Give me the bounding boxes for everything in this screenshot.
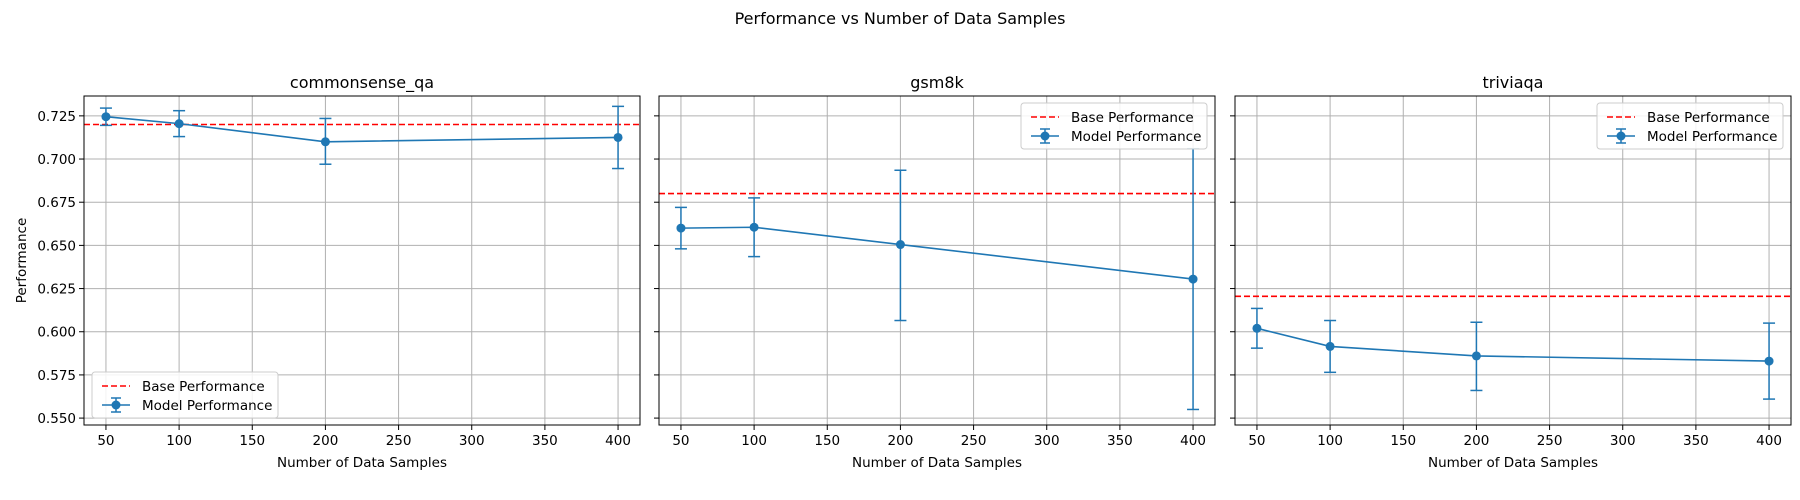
data-point xyxy=(749,222,759,232)
x-tick-label: 250 xyxy=(386,433,412,449)
legend-base-label: Base Performance xyxy=(1071,110,1194,126)
y-tick-label: 0.650 xyxy=(37,238,76,254)
x-tick-label: 400 xyxy=(605,433,631,449)
y-tick-label: 0.700 xyxy=(37,152,76,168)
y-tick-label: 0.625 xyxy=(37,282,76,298)
legend: Base Performance Model Performance xyxy=(1596,102,1784,150)
x-tick-label: 50 xyxy=(97,433,114,449)
data-point xyxy=(1471,351,1481,361)
panel-title: gsm8k xyxy=(910,73,964,92)
y-tick-label: 0.550 xyxy=(37,411,76,427)
x-tick-label: 250 xyxy=(1537,433,1563,449)
data-point xyxy=(174,119,184,129)
legend-model-marker xyxy=(111,400,121,410)
data-point xyxy=(895,240,905,250)
legend-model-marker xyxy=(1040,131,1050,141)
x-tick-label: 400 xyxy=(1180,433,1206,449)
legend-box xyxy=(1596,102,1784,150)
series-line xyxy=(680,226,1194,280)
y-tick-label: 0.600 xyxy=(37,325,76,341)
legend-box xyxy=(1020,102,1208,150)
x-tick-label: 300 xyxy=(1610,433,1636,449)
data-point xyxy=(1252,323,1262,333)
x-axis-label: Number of Data Samples xyxy=(277,455,447,471)
x-tick-label: 100 xyxy=(1317,433,1343,449)
y-tick-label: 0.575 xyxy=(37,368,76,384)
data-point xyxy=(320,137,330,147)
x-tick-label: 50 xyxy=(1248,433,1265,449)
x-axis-label: Number of Data Samples xyxy=(1428,455,1598,471)
x-tick-label: 150 xyxy=(239,433,265,449)
series-model-performance xyxy=(99,105,625,170)
legend: Base Performance Model Performance xyxy=(1020,102,1208,150)
grid xyxy=(659,96,1215,425)
figure-title: Performance vs Number of Data Samples xyxy=(735,9,1066,28)
axes-frame xyxy=(1234,95,1792,426)
legend-model-label: Model Performance xyxy=(142,398,272,414)
legend-model-label: Model Performance xyxy=(1647,129,1777,145)
x-tick-label: 350 xyxy=(532,433,558,449)
x-tick-label: 200 xyxy=(313,433,339,449)
x-tick-label: 100 xyxy=(741,433,767,449)
x-tick-label: 300 xyxy=(459,433,485,449)
series-model-performance xyxy=(1250,307,1776,400)
legend-base-label: Base Performance xyxy=(1647,110,1770,126)
panel-triviaqa: triviaqa 50 100 150 200 250 300 350 400 Number of… xyxy=(1230,73,1792,471)
y-tick-label: 0.725 xyxy=(37,109,76,125)
x-tick-label: 150 xyxy=(1390,433,1416,449)
x-tick-label: 100 xyxy=(166,433,192,449)
panel-gsm8k: gsm8k 50 100 150 200 250 300 350 400 Number of Da… xyxy=(654,73,1216,471)
data-point xyxy=(1764,356,1774,366)
data-point xyxy=(101,112,111,122)
x-tick-label: 50 xyxy=(672,433,689,449)
series-line xyxy=(105,115,619,143)
legend-base-label: Base Performance xyxy=(142,379,265,395)
data-point xyxy=(1325,341,1335,351)
series-line xyxy=(1256,327,1770,362)
x-tick-label: 350 xyxy=(1683,433,1709,449)
data-point xyxy=(613,132,623,142)
x-tick-label: 300 xyxy=(1034,433,1060,449)
data-point xyxy=(1188,274,1198,284)
axes-frame xyxy=(83,95,641,426)
panel-title: commonsense_qa xyxy=(290,73,434,93)
x-tick-label: 350 xyxy=(1107,433,1133,449)
x-tick-label: 150 xyxy=(814,433,840,449)
x-tick-label: 200 xyxy=(1464,433,1490,449)
x-tick-label: 200 xyxy=(888,433,914,449)
panel-title: triviaqa xyxy=(1483,73,1544,92)
panel-commonsense-qa: commonsense_qa 50 100 150 200 250 300 350 400 0.5… xyxy=(14,73,641,471)
data-point xyxy=(676,223,686,233)
legend: Base Performance Model Performance xyxy=(91,371,279,419)
x-tick-label: 250 xyxy=(961,433,987,449)
legend-model-marker xyxy=(1616,131,1626,141)
legend-model-label: Model Performance xyxy=(1071,129,1201,145)
y-axis-label: Performance xyxy=(14,218,30,304)
series-model-performance xyxy=(674,147,1200,411)
x-tick-label: 400 xyxy=(1756,433,1782,449)
grid xyxy=(84,96,640,425)
x-axis-label: Number of Data Samples xyxy=(852,455,1022,471)
panels: commonsense_qa 50 100 150 200 250 300 350 400 0.5… xyxy=(14,73,1792,471)
y-tick-label: 0.675 xyxy=(37,195,76,211)
legend-box xyxy=(91,371,279,419)
axes-frame xyxy=(658,95,1216,426)
